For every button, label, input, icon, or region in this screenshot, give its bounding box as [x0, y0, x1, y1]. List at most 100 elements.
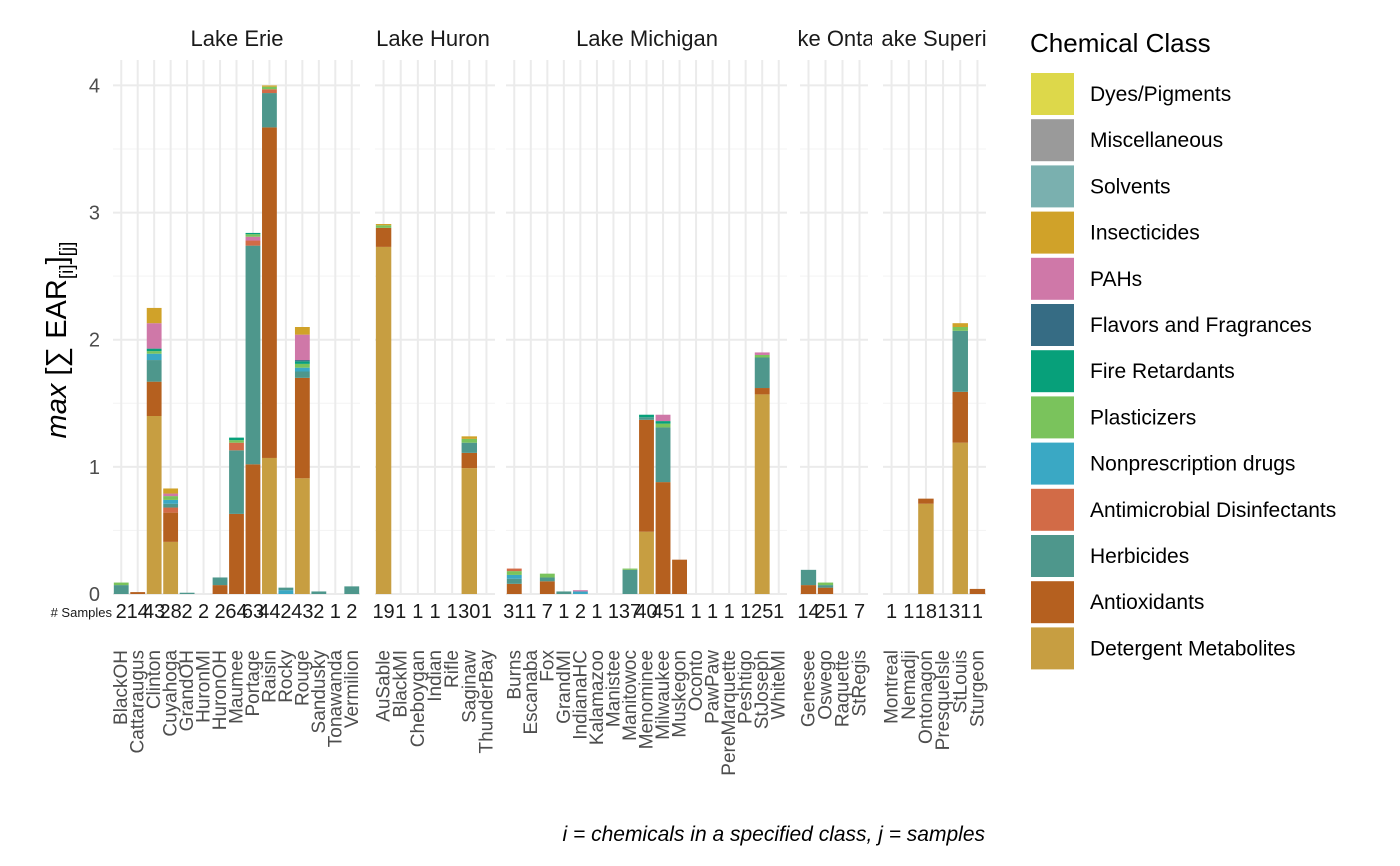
bar-segment [539, 577, 555, 582]
x-tick-label: Vermilion [342, 650, 363, 728]
bar-segment [229, 440, 244, 443]
bar-segment [179, 592, 195, 594]
bar-segment [754, 354, 770, 358]
bar-segment [262, 86, 277, 90]
legend-item-plasticizers: Plasticizers [1031, 396, 1196, 439]
bar-segment [229, 442, 244, 451]
x-tick-label: Portage [243, 650, 264, 717]
bar-segment [655, 427, 671, 483]
sample-count-label: 1 [691, 601, 702, 623]
legend-label: Antimicrobial Disinfectants [1090, 499, 1336, 522]
sample-count-label: 1 [330, 601, 341, 623]
x-tick-label: Menominee [637, 650, 658, 749]
sample-count-label: 2 [182, 601, 193, 623]
bar-segment [212, 585, 228, 594]
legend-label: PAHs [1090, 268, 1142, 291]
x-tick-label: BlackMI [391, 650, 412, 718]
x-tick-label: Oconto [686, 650, 707, 711]
y-axis: 0 1 2 3 4 [89, 75, 100, 606]
x-tick-label: StLouis [950, 650, 971, 713]
legend-label: Detergent Metabolites [1090, 637, 1295, 660]
y-tick-label: 4 [89, 75, 100, 97]
x-tick-label: PawPaw [703, 650, 724, 724]
sample-count-label: 31 [503, 601, 525, 623]
x-tick-label: Saginaw [459, 650, 480, 723]
x-tick-label: Genesee [799, 650, 820, 727]
sample-count-label: 25 [814, 601, 836, 623]
sample-count-label: 7 [542, 601, 553, 623]
bar-segment [245, 240, 261, 246]
bar-segment [461, 442, 477, 453]
legend-label: Plasticizers [1090, 406, 1196, 429]
sample-count-label: 45 [652, 601, 674, 623]
x-tick-label: Manistee [603, 650, 624, 727]
bar-segment [375, 227, 392, 247]
sample-count-label: 37 [619, 601, 641, 623]
x-tick-label: Sandusky [309, 650, 330, 734]
bar-segment [294, 377, 310, 479]
legend-swatch [1031, 73, 1074, 115]
bar-segment [754, 388, 770, 395]
bar-segment [294, 371, 310, 378]
bar-segment [146, 323, 162, 349]
sample-count-label: 63 [242, 601, 264, 623]
sample-count-label: 1 [938, 601, 949, 623]
x-tick-label: PresqueIsle [933, 650, 954, 750]
bar-segment [461, 436, 477, 439]
bar-segment [817, 587, 834, 594]
sample-count-label: 28 [160, 601, 182, 623]
legend-items: Dyes/Pigments Miscellaneous Solvents Insect… [1031, 73, 1336, 670]
bar-segment [163, 499, 179, 504]
facet-lake-superior: 1 Montreal 1 Nemadji 18 Ontonagon 1 PresqueIsle… [881, 26, 988, 750]
x-tick-label: ThunderBay [476, 650, 497, 754]
sample-count-label: 18 [915, 601, 937, 623]
bar-segment [146, 353, 162, 361]
legend-label: Fire Retardants [1090, 360, 1235, 383]
bar-segment [146, 416, 162, 594]
sample-count-label: 30 [458, 601, 480, 623]
x-tick-label: HuronMI [194, 650, 215, 723]
x-tick-label: Cattaraugus [128, 650, 149, 754]
x-tick-label: Kalamazoo [587, 650, 608, 745]
sample-count-label: 2 [214, 601, 225, 623]
bar-segment [113, 582, 129, 586]
bar-segment [639, 417, 654, 420]
facet-lake-huron: 19 AuSable 1 BlackMI 1 Cheboygan 1 Indian 1 Rifle… [372, 26, 497, 754]
x-tick-label: Montreal [882, 650, 903, 724]
legend-label: Insecticides [1090, 222, 1200, 245]
sample-count-label: 1 [837, 601, 848, 623]
legend-item-solvents: Solvents [1031, 165, 1171, 208]
x-tick-label: Indian [425, 650, 446, 702]
bar-segment [539, 581, 555, 594]
sample-count-label: 31 [949, 601, 971, 623]
bar-segment [655, 423, 671, 428]
legend-swatch [1031, 581, 1074, 624]
sample-count-label: 2 [575, 601, 586, 623]
legend-item-nonprescription-drugs: Nonprescription drugs [1031, 442, 1295, 485]
x-tick-label: BlackOH [111, 650, 132, 725]
bar-segment [754, 394, 770, 594]
bar-segment [506, 574, 522, 579]
bar-segment [622, 568, 638, 570]
bar-segment [655, 482, 671, 594]
facet-lake-ontario: 14 Genesee 25 Oswego 1 Raquette 7 StRegis ke Ont… [797, 26, 872, 727]
facet-title: Lake Michigan [576, 26, 718, 51]
legend-swatch [1031, 119, 1074, 162]
x-tick-label: Clinton [144, 650, 165, 709]
bar-segment [375, 224, 392, 226]
legend-label: Antioxidants [1090, 591, 1204, 614]
bar-segment [556, 591, 572, 594]
sample-count-label: 2 [198, 601, 209, 623]
bar-segment [952, 330, 968, 392]
legend-label: Dyes/Pigments [1090, 83, 1231, 106]
bar-segment [672, 559, 687, 594]
x-tick-label: GrandMI [554, 650, 575, 724]
bar-segment [163, 488, 179, 494]
x-tick-label: Rocky [276, 650, 297, 703]
bar-segment [639, 419, 654, 532]
sample-count-label: 2 [280, 601, 291, 623]
legend-swatch [1031, 535, 1074, 577]
bar-segment [245, 245, 261, 465]
bar-segment [461, 438, 477, 443]
x-tick-label: PereMarquette [719, 650, 740, 776]
